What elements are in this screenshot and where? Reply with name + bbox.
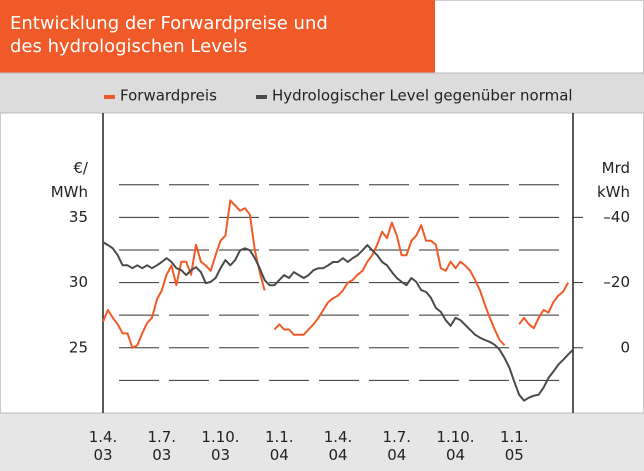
- legend-label: Hydrologischer Level gegenüber normal: [272, 87, 573, 105]
- series-line: [102, 199, 569, 349]
- y-tick-label: 35: [69, 208, 88, 226]
- x-tick-label: 1.10. 04: [436, 428, 474, 464]
- x-tick-label: 1.7. 04: [382, 428, 411, 464]
- x-tick-label: 1.4. 03: [89, 428, 118, 464]
- x-tick-label: 1.4. 04: [324, 428, 353, 464]
- x-tick-label: 1.1. 04: [265, 428, 294, 464]
- y-tick-label: 30: [69, 273, 88, 291]
- legend-band: [0, 73, 644, 113]
- series-line: [102, 241, 574, 402]
- title-box: [0, 0, 435, 73]
- axis-band: [0, 413, 644, 471]
- x-tick-label: 1.7. 03: [147, 428, 176, 464]
- x-tick-label: 1.1. 05: [500, 428, 529, 464]
- y-axis-label: €/MWh: [51, 159, 89, 201]
- y2-tick-label: –20: [603, 273, 630, 291]
- chart-title: Entwicklung der Forwardpreise und des hyd…: [10, 13, 328, 57]
- y-tick-label: 25: [69, 338, 88, 356]
- x-tick-label: 1.10. 03: [201, 428, 239, 464]
- legend-label: Forwardpreis: [120, 87, 217, 105]
- y2-axis-label: Mrd kWh: [597, 159, 630, 201]
- y2-tick-label: 0: [620, 338, 630, 356]
- y2-tick-label: –40: [603, 208, 630, 226]
